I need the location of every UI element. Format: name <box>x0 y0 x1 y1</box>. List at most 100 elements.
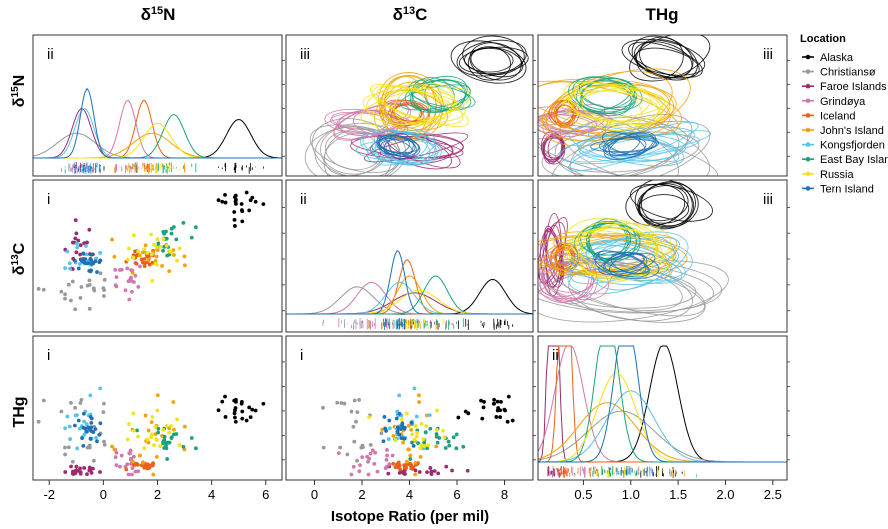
point-east-bay-island <box>161 441 165 445</box>
panel-tag-r1-c2: iii <box>300 46 310 63</box>
point-russia <box>131 255 136 260</box>
point-christians- <box>79 398 84 402</box>
point-christians- <box>66 445 71 450</box>
point-tern-island <box>72 258 77 263</box>
legend-marker <box>805 98 811 104</box>
point-christians- <box>351 424 356 429</box>
point-john-s-island <box>413 472 418 477</box>
point-faroe-islands <box>73 236 78 241</box>
point-grind-ya <box>351 464 356 469</box>
point-tern-island <box>397 432 402 437</box>
point-john-s-island <box>146 428 151 433</box>
panel-r1-c1: ii <box>32 34 285 177</box>
ellipse-john-s-island <box>538 80 679 136</box>
point-faroe-islands <box>74 250 79 255</box>
point-east-bay-island <box>443 446 448 450</box>
point-tern-island <box>80 436 84 441</box>
point-grind-ya <box>114 463 119 468</box>
point-alaska <box>240 399 244 404</box>
x-tick-label: 2.0 <box>716 487 734 502</box>
point-east-bay-island <box>193 225 198 230</box>
point-alaska <box>233 419 238 424</box>
point-christians- <box>338 445 343 450</box>
density-tern-island <box>538 345 787 463</box>
point-russia <box>154 438 159 443</box>
point-iceland <box>124 467 129 472</box>
point-iceland <box>145 462 150 467</box>
x-tick-label: 1.5 <box>669 487 687 502</box>
panel-r1-c3: iii <box>537 34 790 177</box>
point-faroe-islands <box>69 464 73 469</box>
point-russia <box>393 438 398 443</box>
point-grind-ya <box>126 472 131 477</box>
point-russia <box>145 437 150 442</box>
point-iceland <box>131 462 136 467</box>
legend-item: Kongsfjorden <box>820 140 885 152</box>
point-tern-island <box>98 421 103 426</box>
point-kongsfjorden <box>65 414 70 419</box>
point-alaska <box>220 399 225 404</box>
point-russia <box>367 415 371 419</box>
point-east-bay-island <box>164 440 169 445</box>
legend-item: Grindøya <box>820 96 866 108</box>
point-faroe-islands <box>74 231 79 236</box>
point-kongsfjorden <box>98 251 103 255</box>
point-russia <box>167 249 171 254</box>
panel-r1-c2: iii <box>285 34 536 177</box>
point-tern-island <box>89 261 94 266</box>
ellipse-russia <box>581 84 664 129</box>
x-tick-label: 6 <box>262 487 269 502</box>
point-tern-island <box>81 256 86 261</box>
point-grind-ya <box>113 455 118 460</box>
panel-r3-c1: i <box>32 335 285 481</box>
point-alaska <box>499 399 503 404</box>
point-east-bay-island <box>461 444 466 449</box>
point-alaska <box>480 416 485 421</box>
point-grind-ya <box>385 448 389 452</box>
point-tern-island <box>394 416 399 421</box>
point-grind-ya <box>367 456 372 461</box>
point-russia <box>150 415 155 419</box>
point-alaska <box>456 415 461 420</box>
point-faroe-islands <box>78 243 83 248</box>
point-christians- <box>98 271 103 276</box>
point-grind-ya <box>370 448 375 453</box>
point-faroe-islands <box>63 470 68 474</box>
panel-r2-c2: ii <box>285 179 536 333</box>
ellipse-alaska <box>628 41 703 78</box>
point-iceland <box>398 467 403 472</box>
point-faroe-islands <box>386 471 391 476</box>
point-christians- <box>41 287 46 292</box>
x-tick-label: 2 <box>154 487 161 502</box>
point-john-s-island <box>160 264 164 268</box>
point-christians- <box>69 298 73 303</box>
point-east-bay-island <box>437 436 442 440</box>
ellipse-tern-island <box>610 253 647 275</box>
point-john-s-island <box>155 393 160 398</box>
point-kongsfjorden <box>63 426 68 431</box>
point-tern-island <box>85 429 89 434</box>
point-christians- <box>63 296 67 301</box>
point-john-s-island <box>417 400 421 404</box>
point-christians- <box>87 306 92 311</box>
point-john-s-island <box>110 444 114 449</box>
point-grind-ya <box>384 464 389 469</box>
point-alaska <box>482 399 486 404</box>
point-grind-ya <box>133 273 138 278</box>
point-kongsfjorden <box>75 245 80 250</box>
point-kongsfjorden <box>412 386 417 391</box>
panel-tag-r1-c3: iii <box>763 46 773 63</box>
point-russia <box>435 408 439 413</box>
legend-title: Location <box>800 33 846 45</box>
point-alaska <box>240 409 245 414</box>
point-kongsfjorden <box>63 266 68 271</box>
ellipse-kongsfjorden <box>587 128 680 163</box>
point-alaska <box>223 415 228 419</box>
point-christians- <box>63 452 68 457</box>
point-east-bay-island <box>164 229 168 234</box>
point-russia <box>127 246 131 251</box>
ellipse-tern-island <box>602 132 641 157</box>
point-grind-ya <box>136 469 141 474</box>
ellipse-alaska <box>621 38 706 76</box>
legend-item: Faroe Islands <box>820 81 887 93</box>
